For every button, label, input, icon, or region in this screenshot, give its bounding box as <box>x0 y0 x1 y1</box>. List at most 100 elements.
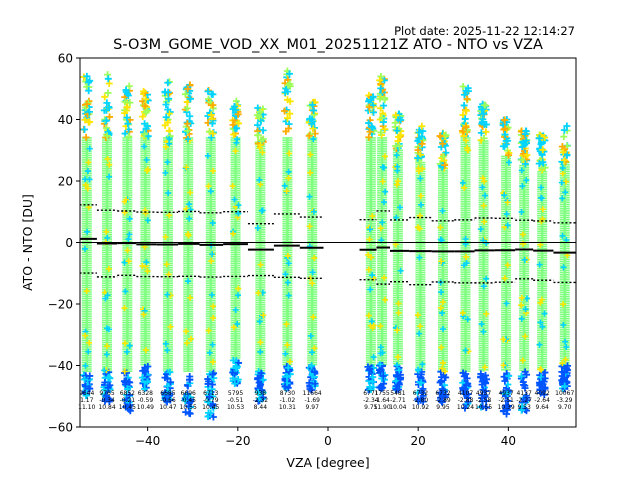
scatter-point <box>370 108 378 116</box>
scatter-point <box>481 236 488 243</box>
scatter-point <box>480 202 487 209</box>
scatter-point <box>164 382 172 390</box>
scatter-point <box>504 389 512 397</box>
scatter-point <box>81 245 88 252</box>
scatter-point <box>519 357 526 364</box>
scatter-point <box>232 148 239 155</box>
scatter-point <box>504 337 511 344</box>
scatter-point <box>81 382 89 390</box>
bin-stat-label: -0.34 <box>99 397 115 404</box>
scatter-point <box>105 326 112 333</box>
scatter-point <box>479 175 486 182</box>
scatter-point <box>519 231 526 238</box>
scatter-point <box>415 168 422 175</box>
bin-stat-label: -2.64 <box>534 397 550 404</box>
bin-stat-label: -0.66 <box>160 397 176 404</box>
scatter-point <box>309 269 316 276</box>
scatter-point <box>161 394 169 402</box>
scatter-point <box>541 368 549 376</box>
scatter-point <box>368 254 375 261</box>
scatter-point <box>84 185 91 192</box>
scatter-point <box>560 264 567 271</box>
scatter-point <box>368 318 375 325</box>
scatter-point <box>415 128 423 136</box>
scatter-point <box>102 124 110 132</box>
bin-stat-label: -1.69 <box>304 397 320 404</box>
scatter-point <box>283 114 291 122</box>
scatter-point <box>82 362 89 369</box>
scatter-point <box>379 372 387 380</box>
scatter-point <box>126 401 134 409</box>
scatter-point <box>518 167 525 174</box>
scatter-point <box>478 105 486 113</box>
scatter-point <box>310 314 317 321</box>
scatter-point <box>463 254 470 261</box>
scatter-point <box>520 150 528 158</box>
scatter-point <box>442 149 450 157</box>
scatter-point <box>121 98 129 106</box>
scatter-point <box>281 383 289 391</box>
scatter-point <box>563 343 570 350</box>
scatter-point <box>140 311 147 318</box>
scatter-point <box>82 332 89 339</box>
scatter-point <box>459 111 467 119</box>
scatter-point <box>539 323 546 330</box>
scatter-point <box>309 125 317 133</box>
scatter-point <box>419 165 426 172</box>
scatter-point <box>377 128 385 136</box>
scatter-point <box>257 380 265 388</box>
scatter-point <box>124 247 131 254</box>
bin-stat-label: -1.02 <box>280 397 296 404</box>
scatter-point <box>234 110 242 118</box>
scatter-point <box>165 110 173 118</box>
scatter-point <box>140 87 148 95</box>
scatter-point <box>379 219 386 226</box>
bin-stat-label: 9.70 <box>558 404 572 411</box>
scatter-point <box>123 348 130 355</box>
scatter-point <box>367 322 374 329</box>
scatter-point <box>463 374 471 382</box>
bin-stat-label: 4137 <box>517 390 532 397</box>
scatter-point <box>559 165 566 172</box>
scatter-point <box>439 309 446 316</box>
scatter-point <box>284 342 291 349</box>
scatter-point <box>125 405 133 413</box>
scatter-point <box>460 91 468 99</box>
scatter-point <box>163 375 171 383</box>
scatter-point <box>186 215 193 222</box>
y-tick-label: 60 <box>58 52 73 66</box>
scatter-point <box>210 314 217 321</box>
scatter-point <box>464 316 471 323</box>
scatter-point <box>183 127 191 135</box>
scatter-point <box>104 89 112 97</box>
scatter-point <box>480 283 487 290</box>
scatter-point <box>482 121 490 129</box>
scatter-point <box>210 374 218 382</box>
bin-stat-label: -2.27 <box>516 397 532 404</box>
bin-stat-label: 6696 <box>181 390 196 397</box>
scatter-point <box>207 111 215 119</box>
scatter-point <box>85 108 93 116</box>
scatter-point <box>234 321 241 328</box>
bin-stat-label: 4107 <box>458 390 473 397</box>
scatter-point <box>538 184 545 191</box>
scatter-point <box>307 151 314 158</box>
scatter-point <box>82 181 89 188</box>
scatter-point <box>393 181 400 188</box>
scatter-point <box>142 368 150 376</box>
scatter-point <box>105 373 113 381</box>
scatter-point <box>162 101 170 109</box>
scatter-point <box>559 170 566 177</box>
scatter-point <box>483 375 491 383</box>
scatter-point <box>125 236 132 243</box>
scatter-point <box>142 347 149 354</box>
scatter-point <box>437 224 444 231</box>
bin-stat-label: 6732 <box>413 390 428 397</box>
scatter-point <box>167 378 175 386</box>
scatter-point <box>142 95 150 103</box>
scatter-point <box>209 251 216 258</box>
scatter-point <box>105 79 113 87</box>
scatter-point <box>285 70 293 78</box>
scatter-point <box>481 178 488 185</box>
scatter-point <box>259 149 266 156</box>
